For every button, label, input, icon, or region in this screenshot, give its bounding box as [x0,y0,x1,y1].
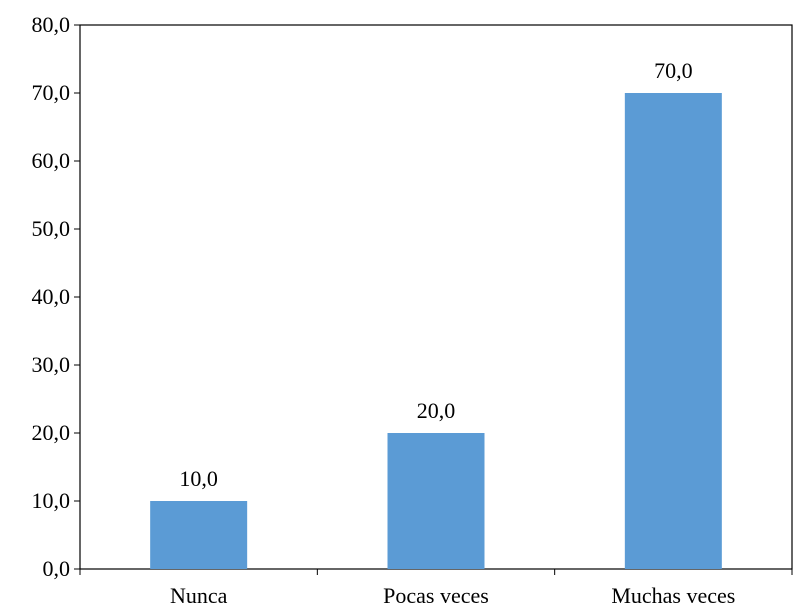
y-tick-label: 20,0 [32,420,71,445]
y-tick-label: 40,0 [32,284,71,309]
bar [387,433,485,569]
y-tick-label: 80,0 [32,12,71,37]
category-label: Pocas veces [383,583,489,608]
data-label: 70,0 [654,58,693,83]
y-tick-label: 60,0 [32,148,71,173]
y-tick-label: 10,0 [32,488,71,513]
data-label: 20,0 [417,398,456,423]
data-label: 10,0 [179,466,218,491]
bar [624,93,722,569]
y-tick-label: 50,0 [32,216,71,241]
category-label: Muchas veces [611,583,735,608]
bar [150,501,248,569]
y-tick-label: 30,0 [32,352,71,377]
y-tick-label: 0,0 [43,556,71,581]
y-tick-label: 70,0 [32,80,71,105]
plot-area: 0,0 10,0 20,0 30,0 40,0 50,0 60,0 70,0 80,0 10,0 N… [32,12,793,608]
category-label: Nunca [170,583,228,608]
